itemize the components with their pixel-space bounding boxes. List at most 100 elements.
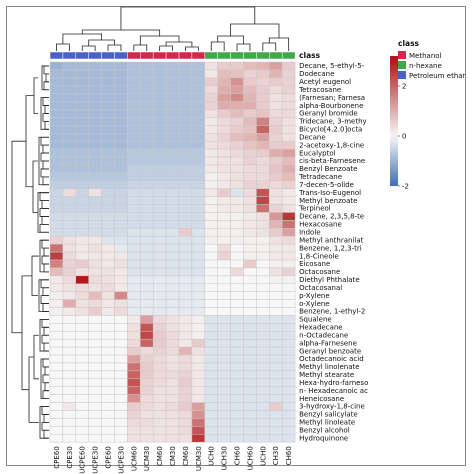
row-dendrogram-branch: [43, 81, 49, 91]
heatmap-cell: [101, 204, 115, 213]
heatmap-cell: [165, 402, 180, 411]
heatmap-cell: [127, 180, 141, 189]
heatmap-cell: [281, 93, 296, 102]
heatmap-cell: [49, 133, 64, 142]
heatmap-cell: [191, 267, 206, 277]
row-dendrogram-branch: [11, 140, 26, 334]
heatmap-cell: [165, 148, 180, 158]
heatmap-cell: [62, 164, 77, 174]
heatmap-cell: [204, 220, 218, 229]
heatmap-cell: [101, 251, 115, 261]
heatmap-cell: [75, 172, 89, 182]
heatmap-cell: [204, 315, 218, 324]
row-dendrogram-branch: [39, 239, 49, 273]
heatmap-cell: [101, 85, 115, 94]
heatmap-cell: [178, 410, 193, 419]
heatmap-cell: [75, 338, 89, 348]
heatmap-cell: [281, 117, 296, 126]
heatmap-cell: [49, 235, 64, 245]
heatmap-cell: [49, 148, 64, 158]
heatmap-cell: [101, 93, 115, 102]
heatmap-cell: [256, 338, 270, 348]
heatmap-cell: [217, 180, 231, 189]
heatmap-cell: [269, 77, 283, 87]
heatmap-cell: [101, 133, 115, 142]
heatmap-cell: [230, 180, 244, 189]
heatmap-cell: [217, 426, 231, 435]
legend-label: Petroleum ethar: [409, 72, 466, 80]
heatmap-cell: [127, 362, 141, 372]
heatmap-cell: [256, 323, 270, 332]
heatmap-cell: [217, 291, 231, 300]
heatmap-cell: [269, 61, 283, 71]
class-annotation-cell: [178, 51, 193, 60]
heatmap-cell: [152, 117, 167, 126]
heatmap-cell: [243, 101, 257, 110]
heatmap-cell: [204, 267, 218, 277]
heatmap-cell: [281, 140, 296, 150]
heatmap-cell: [127, 315, 141, 324]
heatmap-cell: [269, 259, 283, 269]
heatmap-cell: [256, 188, 270, 197]
heatmap-cell: [256, 251, 270, 261]
class-annotation-cell: [230, 51, 244, 60]
row-dendrogram-branch: [43, 326, 49, 336]
row-dendrogram-branch: [40, 358, 49, 399]
heatmap-cell: [152, 433, 167, 443]
heatmap-cell: [49, 125, 64, 134]
heatmap-cell: [165, 204, 180, 213]
heatmap-cell: [165, 109, 180, 118]
heatmap-cell: [191, 133, 206, 142]
heatmap-cell: [62, 362, 77, 372]
heatmap-cell: [217, 228, 231, 237]
heatmap-cell: [114, 228, 128, 237]
row-dendrogram-branch: [40, 136, 49, 146]
heatmap-cell: [75, 251, 89, 261]
heatmap-cell: [256, 172, 270, 182]
row-dendrogram-branch: [32, 160, 38, 213]
heatmap-cell: [101, 315, 115, 324]
heatmap-cell: [230, 172, 244, 182]
heatmap-cell: [178, 69, 193, 79]
heatmap-cell: [49, 117, 64, 126]
class-annotation-cell: [49, 51, 64, 60]
column-label: UCPE30: [92, 446, 100, 474]
heatmap-cell: [101, 117, 115, 126]
column-dendrogram-branch: [81, 45, 96, 51]
heatmap-cell: [204, 299, 218, 308]
heatmap-cell: [127, 243, 141, 253]
heatmap-cell: [165, 354, 180, 364]
heatmap-cell: [49, 61, 64, 71]
heatmap-cell: [62, 323, 77, 332]
heatmap-cell: [204, 378, 218, 387]
heatmap-cell: [152, 307, 167, 316]
heatmap-cell: [140, 378, 154, 387]
row-dendrogram-branch: [43, 414, 49, 423]
heatmap-cell: [191, 172, 206, 182]
heatmap-cell: [165, 418, 180, 427]
heatmap-cell: [217, 101, 231, 110]
heatmap-cell: [62, 204, 77, 213]
heatmap-cell: [178, 291, 193, 300]
heatmap-cell: [204, 433, 218, 443]
heatmap-cell: [114, 125, 128, 134]
heatmap-cell: [62, 378, 77, 387]
heatmap-cell: [140, 148, 154, 158]
class-annotation-cell: [243, 51, 257, 60]
heatmap-cell: [178, 307, 193, 316]
heatmap-cell: [62, 188, 77, 197]
column-label: CM60: [156, 446, 164, 466]
heatmap-cell: [269, 212, 283, 221]
row-dendrogram-branch: [39, 319, 49, 352]
heatmap-cell: [269, 418, 283, 427]
heatmap-cell: [230, 61, 244, 71]
column-label: CH60: [234, 446, 242, 465]
color-bar: [390, 56, 398, 186]
heatmap-cell: [127, 267, 141, 277]
heatmap-cell: [49, 338, 64, 348]
row-label: cis-beta-Farnesene: [299, 157, 365, 165]
heatmap-cell: [88, 346, 102, 356]
row-label: Decane, 5-ethyl-5-: [299, 62, 365, 70]
heatmap-cell: [140, 61, 154, 71]
heatmap-cell: [75, 426, 89, 435]
